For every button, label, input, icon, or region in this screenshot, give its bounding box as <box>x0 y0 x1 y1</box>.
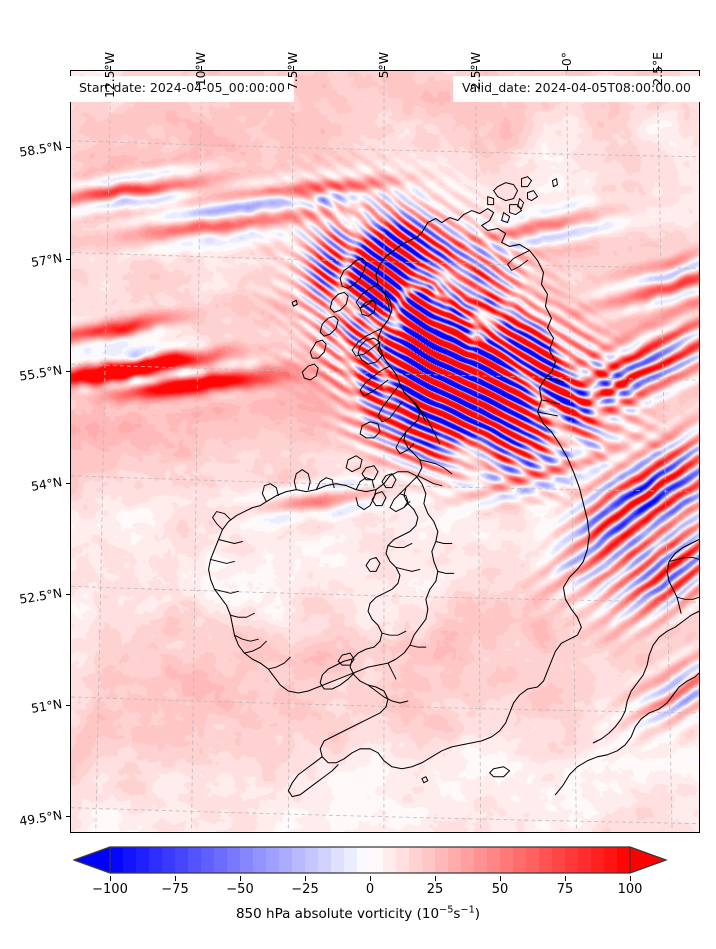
colorbar-ticklabel-2: −50 <box>226 882 254 897</box>
lat-tick-label-1: 57°N <box>29 250 64 270</box>
lat-tick-mark-4 <box>66 594 70 596</box>
colorbar-tick-1 <box>175 876 176 881</box>
colorbar-ticklabel-7: 75 <box>556 882 574 897</box>
colorbar-tick-labels: −100 −75 −50 −25 0 25 50 75 100 <box>92 876 642 898</box>
colorbar-tick-8 <box>630 876 631 881</box>
lat-tick-mark-5 <box>66 704 70 706</box>
lon-tick-mark-3 <box>383 66 385 70</box>
colorbar-tick-6 <box>500 876 501 881</box>
lon-tick-label-4: 2.5°W <box>467 52 483 91</box>
colorbar-tick-0 <box>110 876 111 881</box>
lon-tick-mark-5 <box>567 66 568 70</box>
lat-tick-mark-1 <box>66 258 70 260</box>
colorbar-tick-4 <box>370 876 371 881</box>
lon-tick-label-5: 0° <box>559 52 574 67</box>
lat-tick-label-2: 55.5°N <box>18 362 64 384</box>
colorbar-ticklabel-0: −100 <box>92 882 128 897</box>
lon-tick-mark-1 <box>200 66 202 70</box>
lat-tick-mark-0 <box>66 146 70 148</box>
colorbar[interactable] <box>70 845 670 881</box>
lat-tick-label-4: 52.5°N <box>18 585 64 607</box>
colorbar-gradient <box>72 846 668 874</box>
lat-tick-label-6: 49.5°N <box>18 807 64 829</box>
colorbar-tick-7 <box>565 876 566 881</box>
lat-tick-mark-2 <box>66 371 70 372</box>
lon-tick-mark-6 <box>657 66 659 70</box>
colorbar-tick-3 <box>305 876 306 881</box>
colorbar-label-text: 850 hPa absolute vorticity (10−5s−1) <box>235 904 481 922</box>
colorbar-axis-label: 850 hPa absolute vorticity (10−5s−1) <box>0 904 716 922</box>
lon-tick-mark-4 <box>475 66 477 70</box>
lon-tick-label-2: 7.5°W <box>285 52 301 91</box>
colorbar-ticklabel-1: −75 <box>161 882 189 897</box>
colorbar-ticklabel-6: 50 <box>491 882 509 897</box>
colorbar-tick-5 <box>435 876 436 881</box>
lat-tick-label-5: 51°N <box>29 696 64 716</box>
lon-tick-label-0: 12.5°W <box>102 52 117 99</box>
map-axes[interactable] <box>70 70 700 833</box>
colorbar-tick-2 <box>240 876 241 881</box>
colorbar-extend-min-arrow <box>72 846 111 874</box>
colorbar-ticklabel-5: 25 <box>426 882 444 897</box>
colorbar-extend-max-arrow <box>629 846 668 874</box>
lat-tick-mark-6 <box>66 815 70 817</box>
lat-tick-mark-3 <box>66 483 70 484</box>
colorbar-ticklabel-4: 0 <box>365 882 375 897</box>
coastline-overlay <box>208 176 699 798</box>
lon-tick-mark-0 <box>110 66 111 70</box>
lat-tick-label-3: 54°N <box>29 474 64 494</box>
colorbar-ticklabel-8: 100 <box>617 882 643 897</box>
colorbar-ticklabel-3: −25 <box>291 882 319 897</box>
lat-tick-label-0: 58.5°N <box>18 138 64 160</box>
vorticity-heatmap-layer <box>71 71 699 832</box>
lon-tick-mark-2 <box>293 66 295 70</box>
